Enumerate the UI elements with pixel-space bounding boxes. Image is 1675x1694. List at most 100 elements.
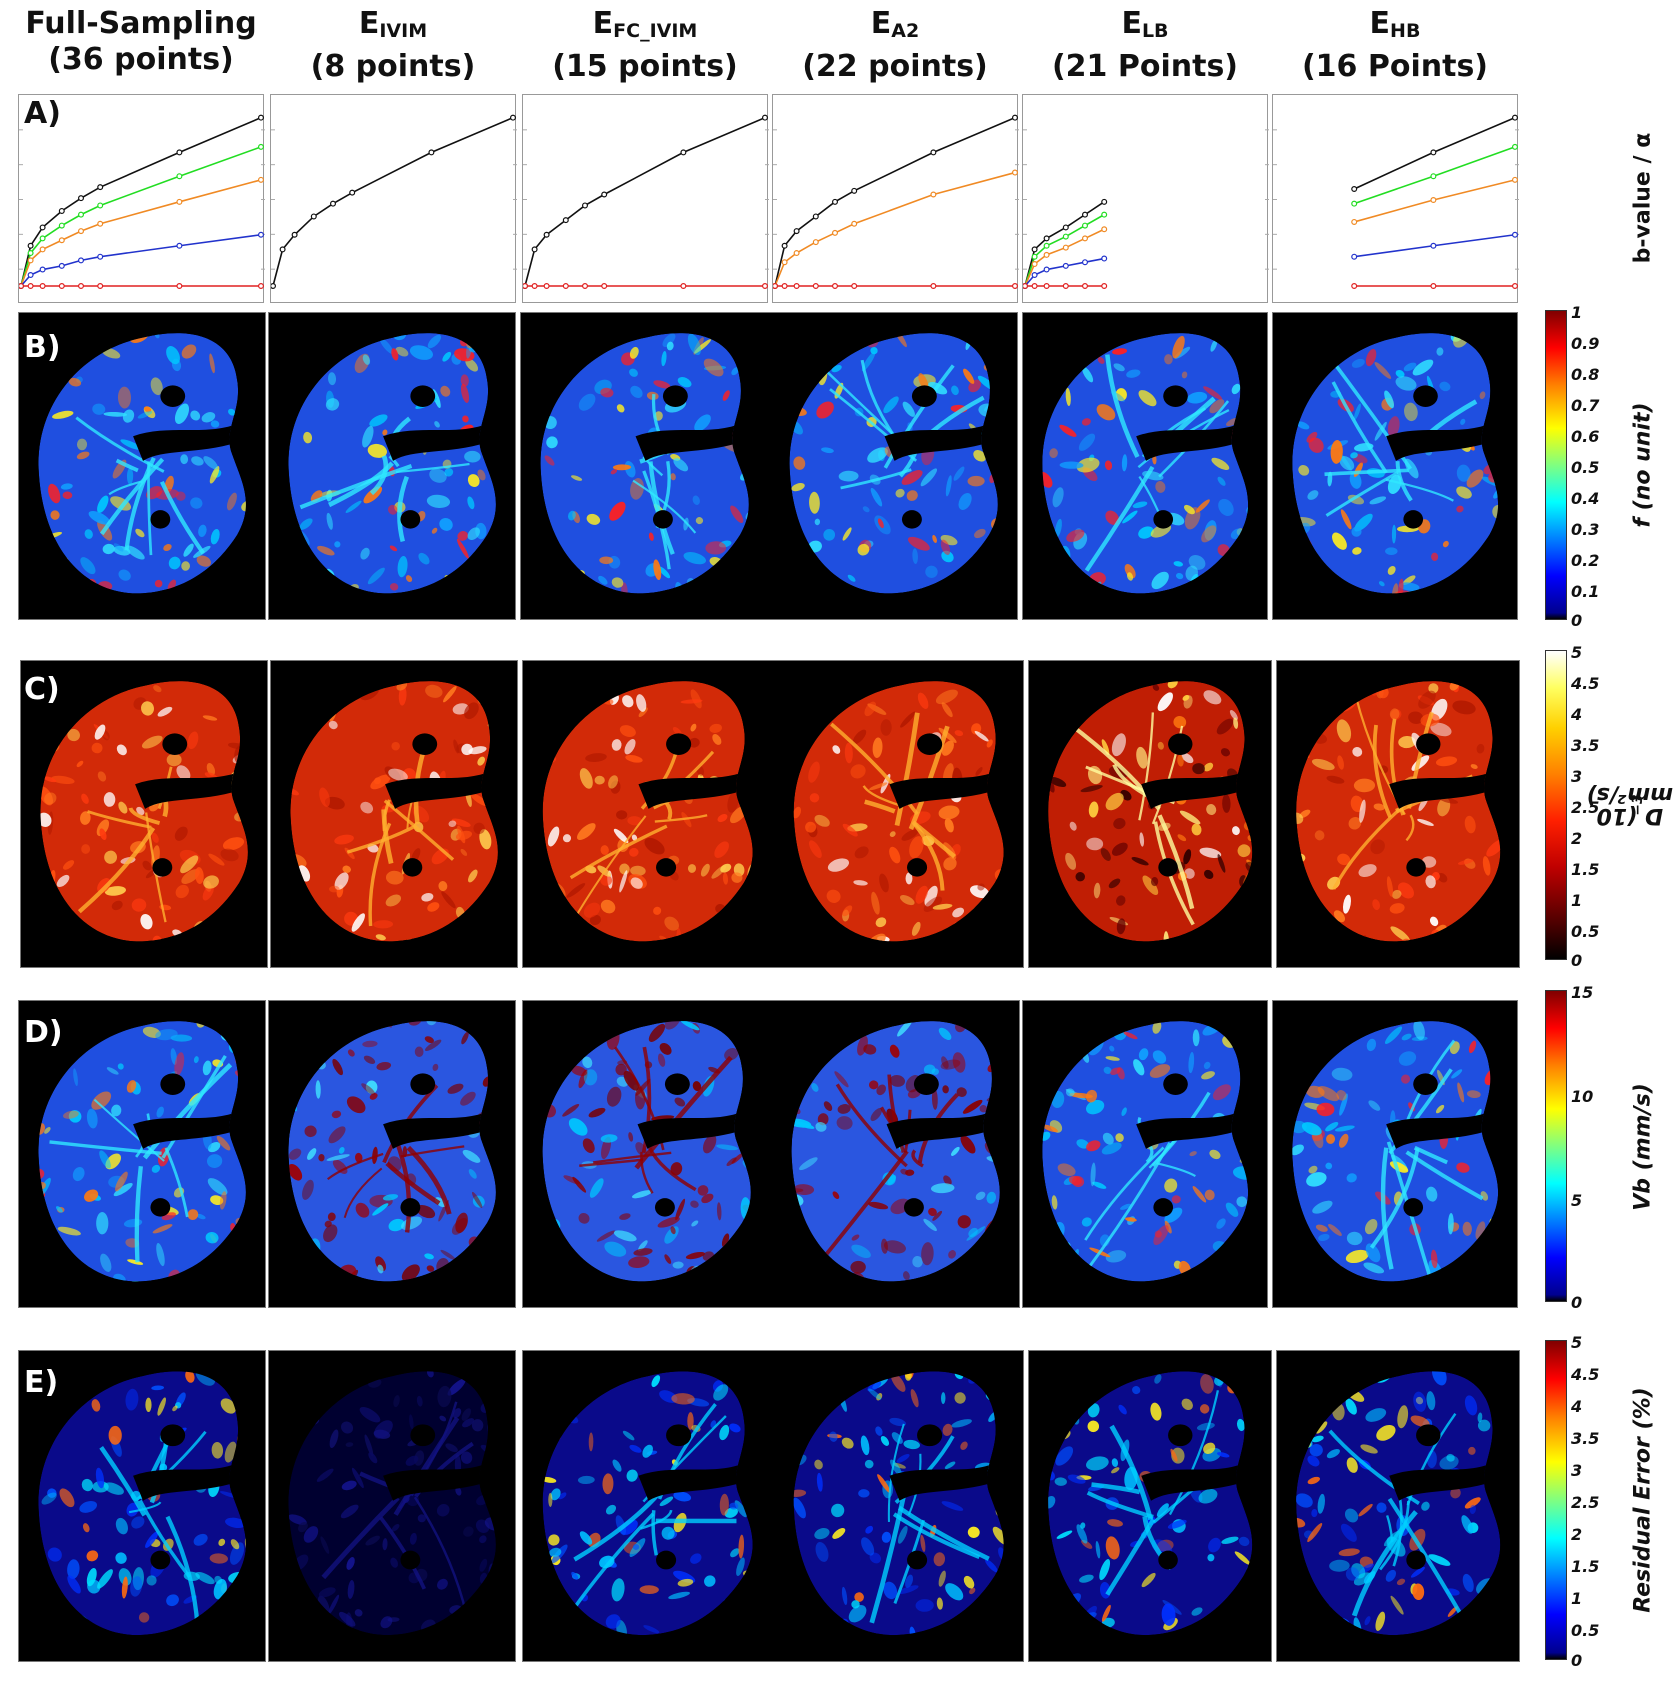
data-point-red (680, 283, 687, 290)
data-point-blue (1043, 266, 1050, 273)
series-line-black (774, 116, 1016, 287)
f-map-efc-ivim-ea2 (520, 312, 1018, 620)
data-point-red (1081, 283, 1088, 290)
liver-slice (1048, 681, 1253, 942)
data-point-red (930, 283, 937, 290)
data-point-orange (58, 237, 65, 244)
data-point-blue (1101, 255, 1108, 262)
data-point-orange (1043, 251, 1050, 258)
sampling-plot-svg (523, 114, 769, 290)
row-label-a: A) (24, 96, 61, 131)
d-map-elb (1028, 660, 1272, 968)
data-point-blue (39, 266, 46, 273)
data-point-green (1512, 143, 1519, 150)
data-point-black (851, 187, 858, 194)
row-label-b: B) (24, 330, 61, 365)
data-point-orange (831, 229, 838, 236)
data-point-blue (77, 257, 84, 264)
data-point-orange (39, 246, 46, 253)
data-point-black (1351, 186, 1358, 193)
liver-slice (1048, 1371, 1253, 1636)
d-map-full (20, 660, 268, 968)
data-point-black (27, 242, 34, 249)
sampling-plot-ehb (1272, 94, 1519, 303)
data-point-black (271, 283, 276, 289)
data-point-green (97, 202, 104, 209)
data-point-blue (176, 242, 183, 249)
data-point-black (1101, 198, 1108, 205)
colorbar-d (1545, 650, 1567, 960)
colorbar-vb (1545, 990, 1567, 1302)
data-point-blue (1062, 262, 1069, 269)
f-map-elb (1022, 312, 1268, 620)
data-point-red (851, 283, 858, 290)
data-point-black (1512, 114, 1519, 121)
data-point-green (1081, 222, 1088, 229)
data-point-black (329, 200, 336, 207)
row-label-e: E) (24, 1365, 59, 1400)
data-point-red (1430, 283, 1437, 290)
residual-map-ehb (1276, 1350, 1520, 1662)
data-point-black (279, 246, 286, 253)
liver-slice (288, 333, 496, 594)
data-point-black (831, 198, 838, 205)
liver-slice (542, 1371, 753, 1636)
data-point-red (812, 283, 819, 290)
liver-slice (288, 1021, 496, 1282)
data-point-orange (1101, 226, 1108, 233)
data-point-orange (1430, 196, 1437, 203)
data-point-red (531, 283, 538, 290)
vb-map-eivim (268, 1000, 516, 1308)
f-map-ehb (1272, 312, 1518, 620)
data-point-red (1101, 283, 1108, 290)
data-point-red (793, 283, 800, 290)
series-line-black (20, 116, 262, 287)
liver-slice (1296, 1371, 1501, 1636)
data-point-red (601, 283, 608, 290)
data-point-red (543, 283, 550, 290)
vb-map-ehb (1272, 1000, 1518, 1308)
data-point-red (831, 283, 838, 290)
data-point-red (1031, 283, 1038, 290)
data-point-black (562, 217, 569, 224)
data-point-blue (1351, 253, 1358, 260)
data-point-red (258, 283, 265, 290)
data-point-red (97, 283, 104, 290)
data-point-red (1351, 283, 1358, 290)
data-point-red (58, 283, 65, 290)
residual-map-full (18, 1350, 266, 1662)
d-map-eivim (270, 660, 518, 968)
data-point-blue (1031, 272, 1038, 279)
sampling-plot-elb (1022, 94, 1269, 303)
data-point-black (77, 195, 84, 202)
series-line-black (272, 116, 514, 287)
data-point-blue (27, 272, 34, 279)
data-point-black (781, 242, 788, 249)
data-point-blue (258, 231, 265, 238)
data-point-green (39, 235, 46, 242)
series-line-orange (20, 179, 262, 287)
liver-slice (1296, 681, 1501, 942)
row-label-d: D) (24, 1015, 63, 1050)
row-label-c: C) (24, 672, 60, 707)
data-point-green (58, 222, 65, 229)
data-point-black (1031, 246, 1038, 253)
series-line-black (524, 116, 766, 287)
series-line-green (20, 146, 262, 287)
column-title-ehb: EHB (16 Points) (1301, 6, 1489, 84)
data-point-black (793, 228, 800, 235)
data-point-blue (58, 262, 65, 269)
liver-slice (542, 1021, 751, 1282)
column-title-efc-ivim: EFC_IVIM (15 points) (552, 6, 738, 84)
data-point-orange (1512, 176, 1519, 183)
data-point-red (773, 283, 778, 289)
data-point-red (762, 283, 769, 290)
liver-slice (793, 681, 1004, 942)
data-point-black (310, 213, 317, 220)
vb-map-full (18, 1000, 266, 1308)
data-point-black (97, 184, 104, 191)
column-title-eivim: EIVIM (8 points) (310, 6, 476, 84)
data-point-black (1430, 149, 1437, 156)
data-point-green (1031, 253, 1038, 260)
data-point-black (812, 213, 819, 220)
